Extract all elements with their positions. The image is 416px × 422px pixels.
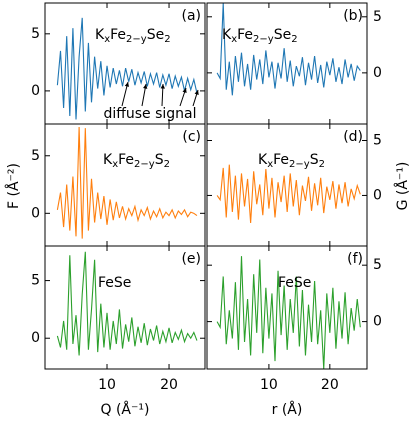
panel-frame	[44, 123, 206, 247]
panel-frame	[206, 245, 368, 370]
arrow-head	[143, 84, 148, 89]
arrow-head	[124, 82, 130, 87]
x-tick-label: 20	[321, 377, 339, 393]
title-part: 2	[319, 159, 325, 170]
x-axis-label: Q (Å⁻¹)	[101, 401, 150, 418]
data-line	[56, 251, 198, 356]
title-part: 2−y	[126, 34, 147, 45]
y-tick-label: 5	[31, 26, 40, 42]
panel-title: FeSe	[98, 275, 131, 291]
title-part: Fe	[273, 152, 289, 168]
panel-label: (d)	[343, 129, 363, 145]
y-tick-label: 5	[31, 273, 40, 289]
title-part: K	[222, 27, 232, 43]
x-tick-label: 10	[98, 377, 116, 393]
y-tick-label: 0	[31, 83, 40, 99]
y-tick-label: 5	[373, 132, 382, 148]
panel-label: (c)	[182, 129, 201, 145]
panel-frame	[44, 245, 206, 370]
annotation: diffuse signal	[103, 106, 196, 122]
title-part: FeSe	[98, 275, 131, 291]
title-part: S	[310, 152, 319, 168]
panel-label: (a)	[181, 8, 201, 24]
title-part: Fe	[110, 27, 126, 43]
y-axis-label: G (Å⁻¹)	[394, 162, 411, 211]
data-line	[216, 164, 361, 223]
y-tick-label: 5	[373, 9, 382, 25]
title-part: K	[95, 27, 105, 43]
panel-title: KxFe2−yS2	[258, 152, 325, 170]
title-part: Fe	[237, 27, 253, 43]
x-axis-label: r (Å)	[272, 401, 303, 418]
title-part: S	[155, 152, 164, 168]
y-tick-label: 0	[31, 205, 40, 221]
panel-title: KxFe2−ySe2	[95, 27, 171, 45]
y-tick-label: 0	[31, 330, 40, 346]
arrow-head	[194, 90, 199, 95]
title-part: 2	[164, 34, 170, 45]
title-part: Fe	[118, 152, 134, 168]
title-part: 2−y	[289, 159, 310, 170]
y-tick-label: 0	[373, 314, 382, 330]
title-part: 2−y	[253, 34, 274, 45]
y-tick-label: 5	[373, 257, 382, 273]
y-tick-label: 0	[373, 65, 382, 81]
panel-label: (b)	[343, 8, 363, 24]
title-part: x	[112, 159, 118, 170]
data-line	[216, 3, 361, 96]
y-tick-label: 5	[31, 148, 40, 164]
panel-title: FeSe	[278, 275, 311, 291]
x-tick-label: 10	[260, 377, 278, 393]
title-part: K	[103, 152, 113, 168]
data-line	[216, 256, 361, 369]
title-part: 2	[291, 34, 297, 45]
title-part: x	[104, 34, 110, 45]
title-part: x	[231, 34, 237, 45]
arrow-head	[182, 88, 187, 93]
x-tick-label: 20	[160, 377, 178, 393]
data-line	[56, 126, 198, 239]
title-part: 2−y	[134, 159, 155, 170]
panel-title: KxFe2−yS2	[103, 152, 170, 170]
title-part: Se	[147, 27, 165, 43]
panel-title: KxFe2−ySe2	[222, 27, 298, 45]
arrow-head	[160, 84, 165, 89]
y-axis-label: F (Å⁻²)	[5, 163, 22, 209]
title-part: K	[258, 152, 268, 168]
title-part: Se	[274, 27, 292, 43]
panel-label: (f)	[347, 251, 363, 267]
y-tick-label: 0	[373, 187, 382, 203]
data-line	[56, 17, 198, 120]
title-part: FeSe	[278, 275, 311, 291]
panel-label: (e)	[181, 251, 201, 267]
title-part: x	[267, 159, 273, 170]
title-part: 2	[164, 159, 170, 170]
